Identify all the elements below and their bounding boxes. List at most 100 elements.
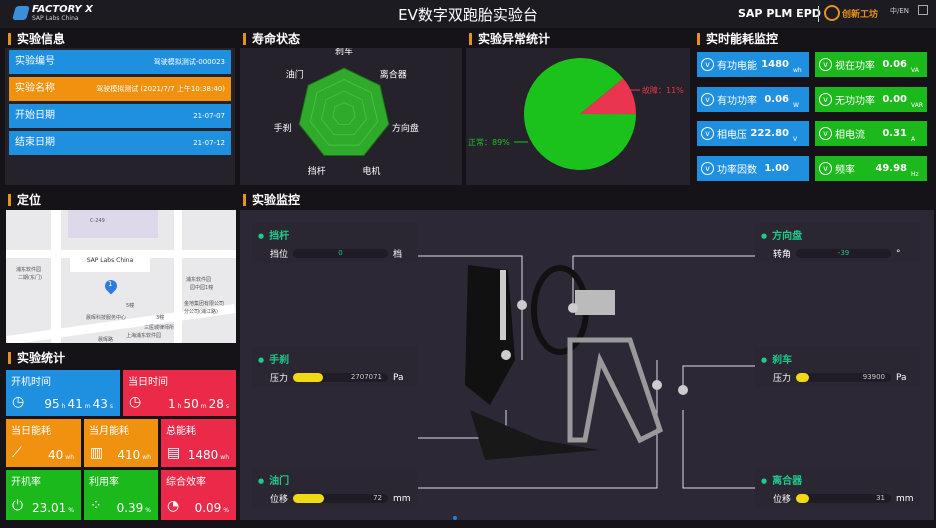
map-label: 浦东软件园 <box>16 267 42 273</box>
text-label: VA <box>911 67 919 74</box>
radar-axis-label: 挡杆 <box>308 165 326 177</box>
energy-tile: v 有功功率 0.06 W <box>697 86 809 112</box>
text-label: s <box>225 403 229 410</box>
language-toggle[interactable]: 中/EN <box>890 7 910 15</box>
brand: SAP PLM EPD <box>738 7 821 20</box>
text-label: 1 <box>167 397 176 411</box>
anomaly-title: 实验异常统计 <box>466 30 550 48</box>
text-label: 相电流 <box>835 130 865 141</box>
text-label: % <box>223 507 229 514</box>
text-label: 转角 <box>773 250 792 260</box>
text-label: ° <box>896 248 901 259</box>
text-label: 结束日期 <box>15 137 55 148</box>
stat-efficiency: 综合效率 ◔ 0.09% <box>161 470 236 520</box>
life-title: 寿命状态 <box>240 30 300 48</box>
text-label: 1480 <box>187 448 219 462</box>
chevron-down-circle-icon: v <box>701 58 714 71</box>
energy-tile: v 有功电能 1480 wh <box>697 52 809 77</box>
clock-icon: ◷ <box>129 394 142 410</box>
text-label: 挡位 <box>270 250 289 260</box>
text-label: 40 <box>48 448 64 462</box>
text-label: wh <box>142 454 151 461</box>
clock-icon: ◷ <box>12 394 25 410</box>
text-label: wh <box>220 454 229 461</box>
sensor-bar: 93900 <box>796 373 892 382</box>
map-label: 3幢 <box>156 315 165 321</box>
radar-axis-label: 手刹 <box>274 122 292 134</box>
text-label: 创新工坊 <box>842 9 879 20</box>
pie-chart: 故障：11% 正常：89% <box>468 58 684 170</box>
rig-diagram <box>418 255 755 520</box>
sensor-bar: -39 <box>796 249 892 258</box>
text-label: 410 <box>117 448 141 462</box>
sensor-bar: 2707071 <box>293 373 389 382</box>
map-label: 三医城律师所 <box>144 325 175 331</box>
text-label: Pa <box>393 372 404 383</box>
map-label: 二期(东门) <box>18 275 42 281</box>
text-label: 挡杆 <box>258 227 411 242</box>
energy-tile: v 功率因数 1.00 <box>697 155 809 181</box>
energy-tile: v 相电流 0.31 A <box>815 121 927 146</box>
text-label: 1.00 <box>764 162 789 174</box>
text-label: 位移 <box>270 495 289 505</box>
text-label: 222.80 <box>750 128 789 139</box>
map-label: 晨晖路 <box>98 337 114 343</box>
text-label: Pa <box>896 372 907 383</box>
info-panel: 实验编号 驾驶模拟测试-000023 实验名称 驾驶模拟测试 (2021/7/7 上午… <box>5 48 235 185</box>
text-label: 位移 <box>773 495 792 505</box>
map-label: 晨晖科技服务中心 <box>86 315 127 321</box>
text-label: 43 <box>92 397 108 411</box>
text-label: 无功功率 <box>835 95 875 107</box>
energy-tile: v 频率 49.98 Hz <box>815 155 927 181</box>
text-label: 驾驶模拟测试 (2021/7/7 上午10:38:40) <box>96 85 225 93</box>
radar-axis-label: 油门 <box>286 69 304 81</box>
sensor-bar: 31 <box>796 494 892 503</box>
text-label: V <box>793 136 798 143</box>
text-label: 0.39 <box>116 501 144 515</box>
pager-dot[interactable] <box>453 516 457 520</box>
info-row: 结束日期 21-07-12 <box>9 131 231 155</box>
text-label: VAR <box>911 101 923 109</box>
text-label: % <box>145 507 151 514</box>
text-label: 21-07-07 <box>193 112 225 120</box>
radar-grid <box>321 90 367 136</box>
text-label: FACTORY X <box>32 4 93 15</box>
text-label: m <box>84 403 91 410</box>
radar-grid <box>332 101 356 125</box>
text-label: s <box>109 403 113 410</box>
text-label: 21-07-12 <box>193 139 225 147</box>
chevron-down-circle-icon: v <box>701 92 714 106</box>
stat-on-rate: 开机率 ⏻ 23.01% <box>6 470 81 520</box>
text-label: 手刹 <box>258 351 411 366</box>
chevron-down-circle-icon: v <box>819 92 832 106</box>
text-label: 驾驶模拟测试-000023 <box>153 58 225 66</box>
map-label: 上海浦东软件园 <box>126 333 162 339</box>
text-label: 刹车 <box>761 351 914 366</box>
text-label: 档 <box>393 250 403 260</box>
text-label: 0.09 <box>194 501 222 515</box>
text-label: 综合效率 <box>166 477 206 488</box>
map[interactable]: C-249 浦东软件园 二期(东门) 浦东软件园 园中园1幢 金地集团有限公司 分公司(浦江… <box>6 210 236 343</box>
driving-rig-image <box>465 265 688 460</box>
map-label: 金地集团有限公司 <box>184 301 225 307</box>
stat-month-energy: 当月能耗 ▥ 410 wh <box>84 419 158 467</box>
text-label: 开始日期 <box>15 110 55 121</box>
text-label: 95 <box>44 397 60 411</box>
text-label: mm <box>896 493 914 504</box>
stat-today-energy: 当日能耗 ⟋ 40 wh <box>6 419 81 467</box>
text-label: 功率因数 <box>717 164 757 176</box>
scatter-icon: ⁘ <box>90 498 102 514</box>
fullscreen-icon[interactable] <box>918 5 928 15</box>
power-icon: ⏻ <box>12 498 24 514</box>
map-label: 分公司(浦江路) <box>184 309 218 315</box>
page-title: EV数字双跑胎实验台 <box>398 6 538 24</box>
energy-tile: v 视在功率 0.06 VA <box>815 52 927 77</box>
anomaly-panel: 故障：11% 正常：89% <box>466 48 690 185</box>
text-label: 频率 <box>835 164 855 176</box>
text-label: 压力 <box>773 374 792 384</box>
location-title: 定位 <box>5 191 41 209</box>
info-title: 实验信息 <box>5 30 65 48</box>
